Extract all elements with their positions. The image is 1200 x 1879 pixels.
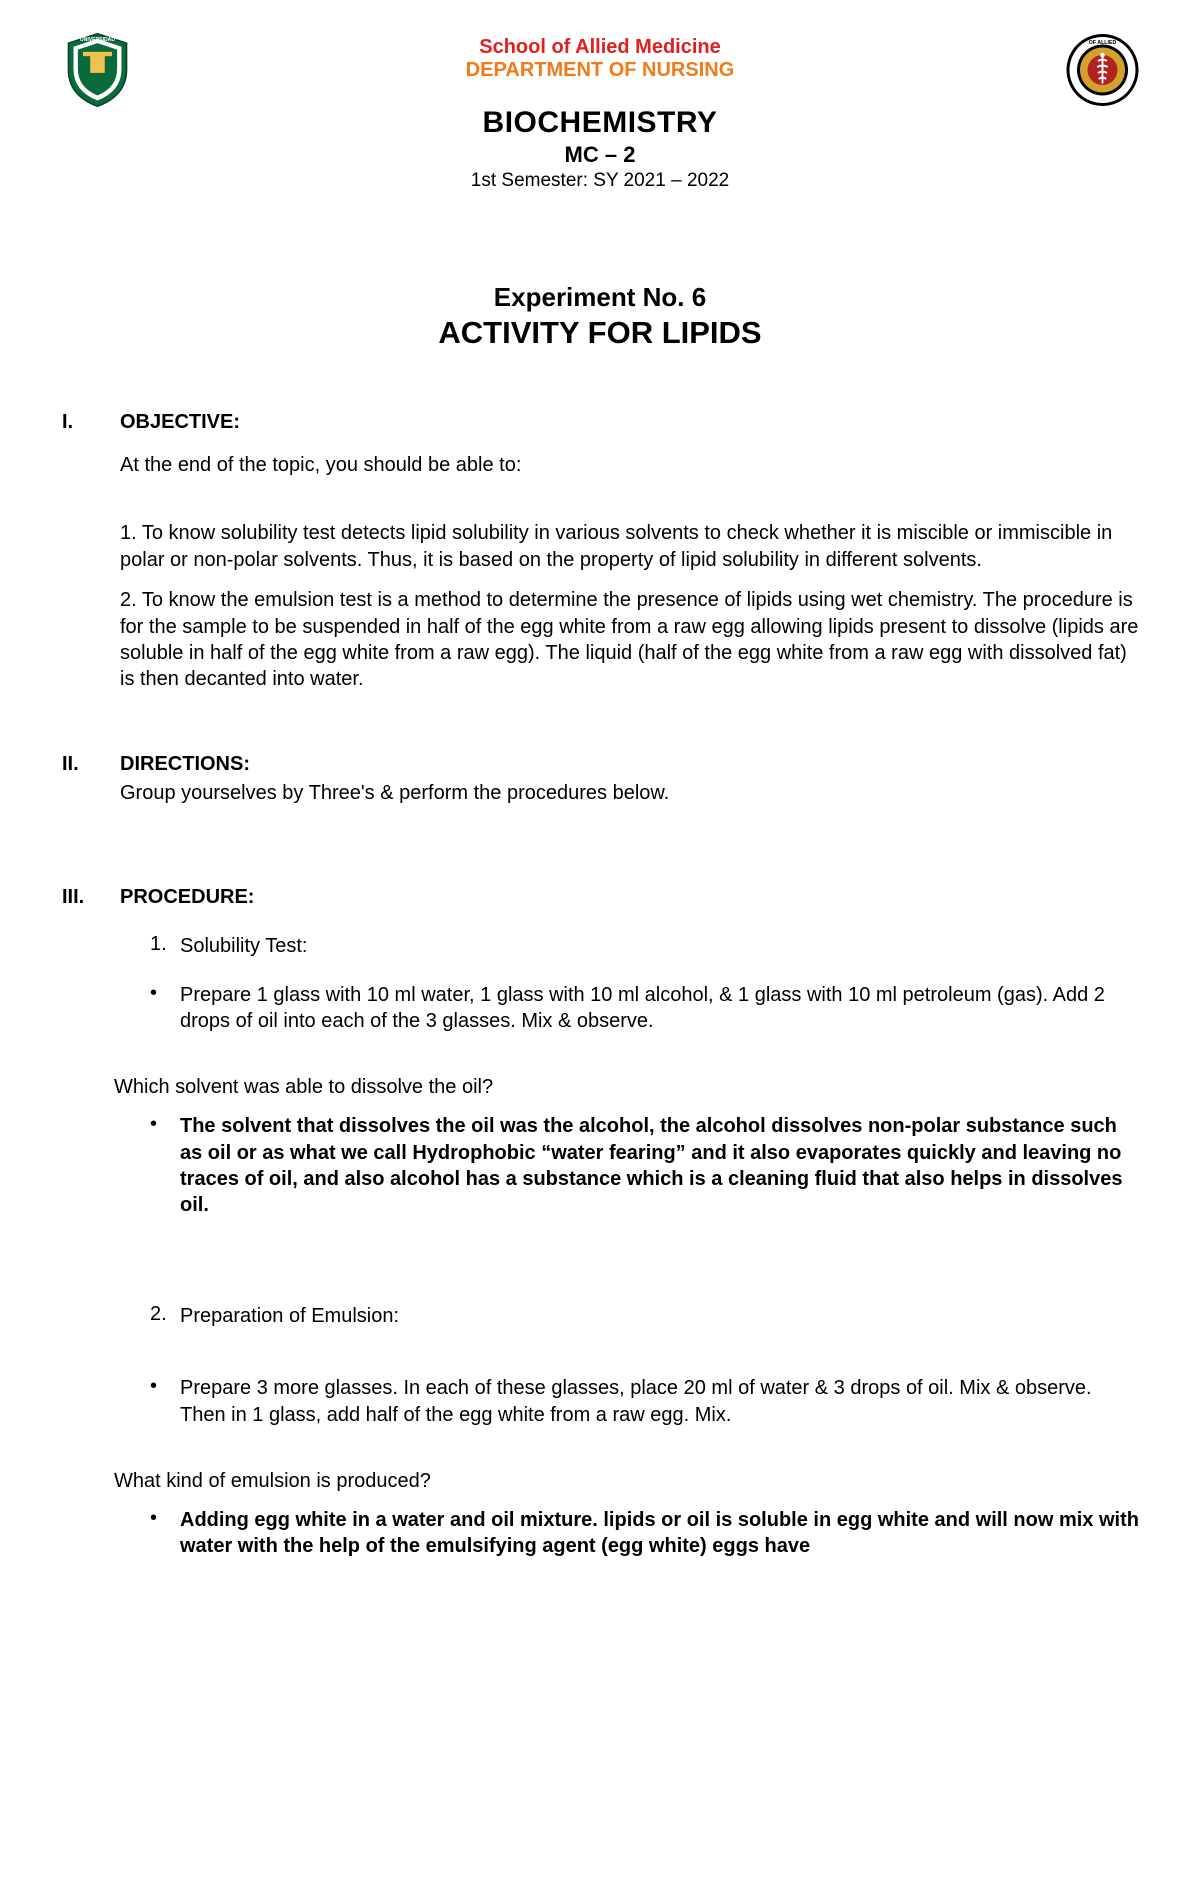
- university-logo-left: UNIVERSIDAD: [60, 30, 135, 110]
- department-name: DEPARTMENT OF NURSING: [135, 59, 1065, 82]
- procedure-heading: PROCEDURE:: [120, 886, 1140, 909]
- seal-logo-icon: OF ALLIED: [1065, 30, 1140, 110]
- procedure-1-title: Solubility Test:: [180, 933, 1140, 959]
- procedure-2-title: Preparation of Emulsion:: [180, 1303, 1140, 1329]
- svg-text:OF ALLIED: OF ALLIED: [1089, 40, 1117, 46]
- objective-intro: At the end of the topic, you should be a…: [120, 452, 1140, 478]
- experiment-title-block: Experiment No. 6 ACTIVITY FOR LIPIDS: [60, 282, 1140, 351]
- procedure-1-step-text: Prepare 1 glass with 10 ml water, 1 glas…: [180, 982, 1140, 1035]
- procedure-1-title-row: 1. Solubility Test:: [150, 933, 1140, 959]
- section-objective: I. OBJECTIVE: At the end of the topic, y…: [60, 411, 1140, 693]
- procedure-2-title-row: 2. Preparation of Emulsion:: [150, 1303, 1140, 1329]
- semester-line: 1st Semester: SY 2021 – 2022: [135, 170, 1065, 192]
- procedure-2-step-text: Prepare 3 more glasses. In each of these…: [180, 1375, 1140, 1428]
- procedure-2-question: What kind of emulsion is produced?: [114, 1470, 1140, 1493]
- bullet-icon: •: [150, 1375, 180, 1428]
- experiment-number: Experiment No. 6: [60, 282, 1140, 313]
- section-rn-2: II.: [60, 753, 120, 806]
- section-rn-3: III.: [60, 886, 120, 1560]
- procedure-2-step: • Prepare 3 more glasses. In each of the…: [150, 1375, 1140, 1428]
- procedure-2-answer-row: • Adding egg white in a water and oil mi…: [150, 1507, 1140, 1560]
- procedure-1-question: Which solvent was able to dissolve the o…: [114, 1076, 1140, 1099]
- shield-logo-icon: UNIVERSIDAD: [60, 30, 135, 110]
- directions-text: Group yourselves by Three's & perform th…: [120, 780, 1140, 806]
- bullet-icon: •: [150, 982, 180, 1035]
- objective-item-2: 2. To know the emulsion test is a method…: [120, 587, 1140, 693]
- course-title: BIOCHEMISTRY: [135, 106, 1065, 140]
- directions-heading: DIRECTIONS:: [120, 753, 1140, 776]
- objective-heading: OBJECTIVE:: [120, 411, 1140, 434]
- bullet-icon: •: [150, 1507, 180, 1560]
- header-center: School of Allied Medicine DEPARTMENT OF …: [135, 30, 1065, 192]
- procedure-2-num: 2.: [150, 1303, 180, 1329]
- procedure-1-answer: The solvent that dissolves the oil was t…: [180, 1113, 1140, 1219]
- svg-text:UNIVERSIDAD: UNIVERSIDAD: [80, 37, 115, 43]
- bullet-icon: •: [150, 1113, 180, 1219]
- section-procedure: III. PROCEDURE: 1. Solubility Test: • Pr…: [60, 886, 1140, 1560]
- course-code: MC – 2: [135, 142, 1065, 168]
- section-directions: II. DIRECTIONS: Group yourselves by Thre…: [60, 753, 1140, 806]
- procedure-1-num: 1.: [150, 933, 180, 959]
- procedure-1-answer-row: • The solvent that dissolves the oil was…: [150, 1113, 1140, 1219]
- experiment-title: ACTIVITY FOR LIPIDS: [60, 315, 1140, 351]
- objective-item-1: 1. To know solubility test detects lipid…: [120, 520, 1140, 573]
- section-rn-1: I.: [60, 411, 120, 693]
- procedure-2-answer: Adding egg white in a water and oil mixt…: [180, 1507, 1140, 1560]
- allied-medicine-seal-right: OF ALLIED: [1065, 30, 1140, 110]
- page-header-row: UNIVERSIDAD School of Allied Medicine DE…: [60, 30, 1140, 192]
- school-name: School of Allied Medicine: [135, 36, 1065, 59]
- procedure-1-step: • Prepare 1 glass with 10 ml water, 1 gl…: [150, 982, 1140, 1035]
